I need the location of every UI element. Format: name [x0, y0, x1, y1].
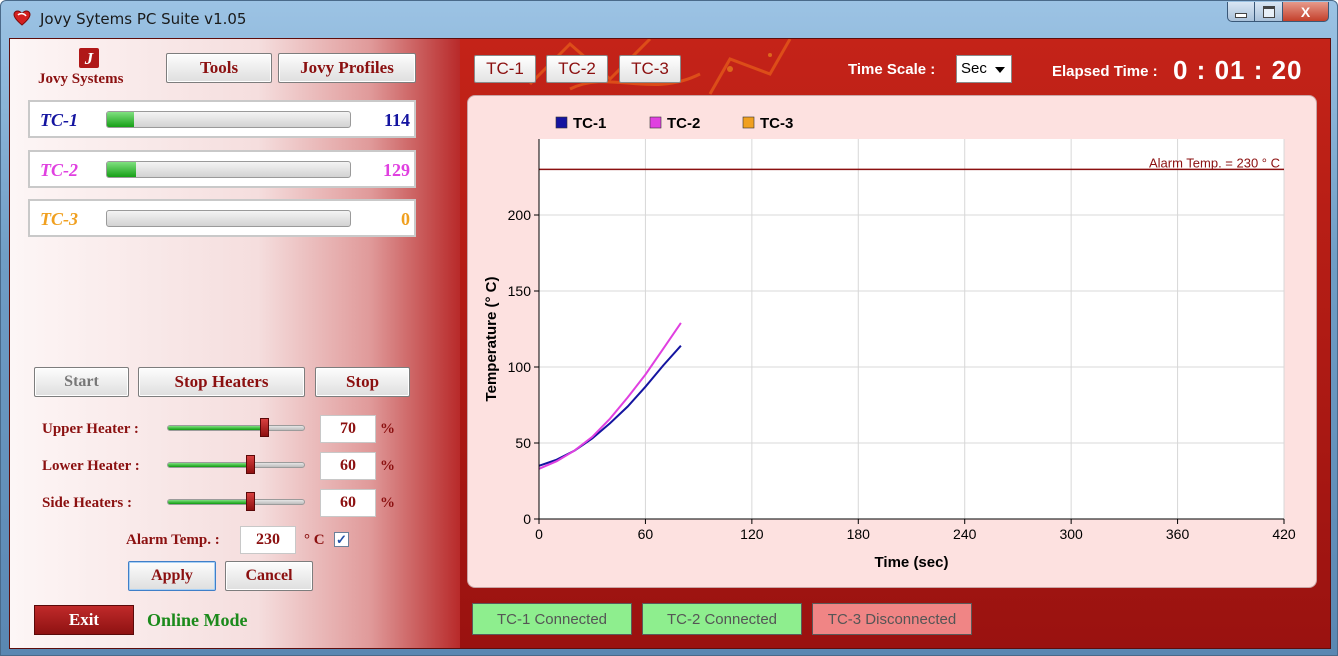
- alarm-temp-unit: ° C: [304, 532, 325, 548]
- stop-button[interactable]: Stop: [315, 367, 410, 397]
- tab-tc2[interactable]: TC-2: [546, 55, 608, 83]
- x-tick-label: 360: [1166, 526, 1190, 542]
- tc2-progress-bar: [106, 161, 351, 178]
- svg-text:J: J: [84, 49, 94, 68]
- lower-heater-slider-fill: [168, 463, 250, 467]
- upper-heater-slider[interactable]: [167, 417, 305, 439]
- side-heaters-slider-fill: [168, 500, 250, 504]
- tc1-readout: TC-1 114: [28, 100, 416, 138]
- temperature-chart[interactable]: Alarm Temp. = 230 ° C 0 60 120 180 240 300 360…: [468, 96, 1316, 587]
- tc3-progress-bar: [106, 210, 351, 227]
- logo-icon: J: [79, 48, 99, 68]
- lower-heater-input[interactable]: 60: [320, 452, 376, 480]
- y-tick-label: 200: [508, 207, 532, 223]
- x-tick-label: 300: [1059, 526, 1083, 542]
- elapsed-time-label: Elapsed Time :: [1052, 63, 1158, 80]
- x-tick-label: 180: [847, 526, 871, 542]
- upper-heater-unit: %: [380, 421, 395, 437]
- lower-heater-unit: %: [380, 458, 395, 474]
- side-heaters-slider-thumb[interactable]: [245, 492, 255, 511]
- x-tick-label: 240: [953, 526, 977, 542]
- y-tick-label: 100: [508, 359, 532, 375]
- tc1-label: TC-1: [40, 110, 78, 130]
- x-axis-label: Time (sec): [875, 554, 949, 571]
- window-controls: X: [1227, 2, 1329, 24]
- side-heaters-label: Side Heaters :: [42, 495, 132, 511]
- x-tick-label: 120: [740, 526, 764, 542]
- tc1-value: 114: [383, 110, 410, 130]
- minimize-button[interactable]: [1227, 2, 1255, 22]
- start-button[interactable]: Start: [34, 367, 129, 397]
- tc2-readout: TC-2 129: [28, 150, 416, 188]
- tc1-progress-bar: [106, 111, 351, 128]
- upper-heater-input[interactable]: 70: [320, 415, 376, 443]
- chevron-down-icon: [995, 67, 1005, 73]
- x-tick-label: 420: [1272, 526, 1296, 542]
- tc3-value: 0: [401, 209, 410, 229]
- mode-status: Online Mode: [147, 610, 248, 630]
- logo-text: Jovy Systems: [38, 71, 124, 87]
- side-heaters-slider[interactable]: [167, 491, 305, 513]
- tc3-readout: TC-3 0: [28, 199, 416, 237]
- alarm-temp-label: Alarm Temp. :: [126, 532, 220, 548]
- stop-heaters-button[interactable]: Stop Heaters: [138, 367, 305, 397]
- exit-button[interactable]: Exit: [34, 605, 134, 635]
- title-bar[interactable]: Jovy Sytems PC Suite v1.05 X: [1, 1, 1337, 37]
- legend-label-tc-2: TC-2: [667, 115, 700, 132]
- y-tick-label: 50: [515, 435, 531, 451]
- plot-area: [539, 139, 1284, 519]
- tc2-label: TC-2: [40, 160, 78, 180]
- cancel-button[interactable]: Cancel: [225, 561, 313, 591]
- side-heaters-input[interactable]: 60: [320, 489, 376, 517]
- legend-label-tc-1: TC-1: [573, 115, 606, 132]
- tc1-progress-fill: [107, 112, 134, 127]
- checkmark-icon: ✓: [336, 532, 347, 547]
- time-scale-select[interactable]: Sec: [956, 55, 1012, 83]
- close-icon: X: [1300, 3, 1311, 20]
- app-icon: [13, 10, 31, 26]
- tc3-label: TC-3: [40, 209, 78, 229]
- tc3-connection-status: TC-3 Disconnected: [812, 603, 972, 635]
- tools-button[interactable]: Tools: [166, 53, 272, 83]
- y-tick-label: 0: [523, 511, 531, 527]
- tc2-value: 129: [383, 160, 410, 180]
- legend-swatch-tc-2: [649, 116, 662, 129]
- jovy-profiles-button[interactable]: Jovy Profiles: [278, 53, 416, 83]
- lower-heater-label: Lower Heater :: [42, 458, 140, 474]
- lower-heater-slider[interactable]: [167, 454, 305, 476]
- maximize-icon: [1262, 5, 1275, 18]
- client-area: J Jovy Systems Tools Jovy Profiles TC-1 …: [9, 38, 1331, 649]
- window-title: Jovy Sytems PC Suite v1.05: [40, 10, 247, 28]
- x-tick-label: 0: [535, 526, 543, 542]
- x-tick-label: 60: [638, 526, 654, 542]
- lower-heater-slider-thumb[interactable]: [245, 455, 255, 474]
- legend-swatch-tc-3: [742, 116, 755, 129]
- upper-heater-label: Upper Heater :: [42, 421, 139, 437]
- time-scale-label: Time Scale :: [848, 61, 936, 78]
- tab-tc1[interactable]: TC-1: [474, 55, 536, 83]
- tab-tc3[interactable]: TC-3: [619, 55, 681, 83]
- alarm-line-label: Alarm Temp. = 230 ° C: [1149, 155, 1280, 170]
- legend-label-tc-3: TC-3: [760, 115, 793, 132]
- y-axis-label: Temperature (° C): [483, 277, 500, 402]
- series-line-tc-2: [538, 322, 682, 470]
- maximize-button[interactable]: [1255, 2, 1283, 22]
- tc2-connection-status: TC-2 Connected: [642, 603, 802, 635]
- tc1-connection-status: TC-1 Connected: [472, 603, 632, 635]
- upper-heater-slider-fill: [168, 426, 264, 430]
- y-tick-label: 150: [508, 283, 532, 299]
- alarm-temp-input[interactable]: 230: [240, 526, 296, 554]
- close-button[interactable]: X: [1283, 2, 1329, 22]
- legend-swatch-tc-1: [555, 116, 568, 129]
- chart-panel: Alarm Temp. = 230 ° C 0 60 120 180 240 300 360…: [467, 95, 1317, 588]
- apply-button[interactable]: Apply: [128, 561, 216, 591]
- side-heaters-unit: %: [380, 495, 395, 511]
- time-scale-value: Sec: [961, 60, 987, 77]
- minimize-icon: [1235, 13, 1247, 18]
- tc2-progress-fill: [107, 162, 137, 177]
- upper-heater-slider-thumb[interactable]: [259, 418, 269, 437]
- elapsed-time-value: 0 : 01 : 20: [1173, 55, 1303, 85]
- alarm-enabled-checkbox[interactable]: ✓: [334, 532, 349, 547]
